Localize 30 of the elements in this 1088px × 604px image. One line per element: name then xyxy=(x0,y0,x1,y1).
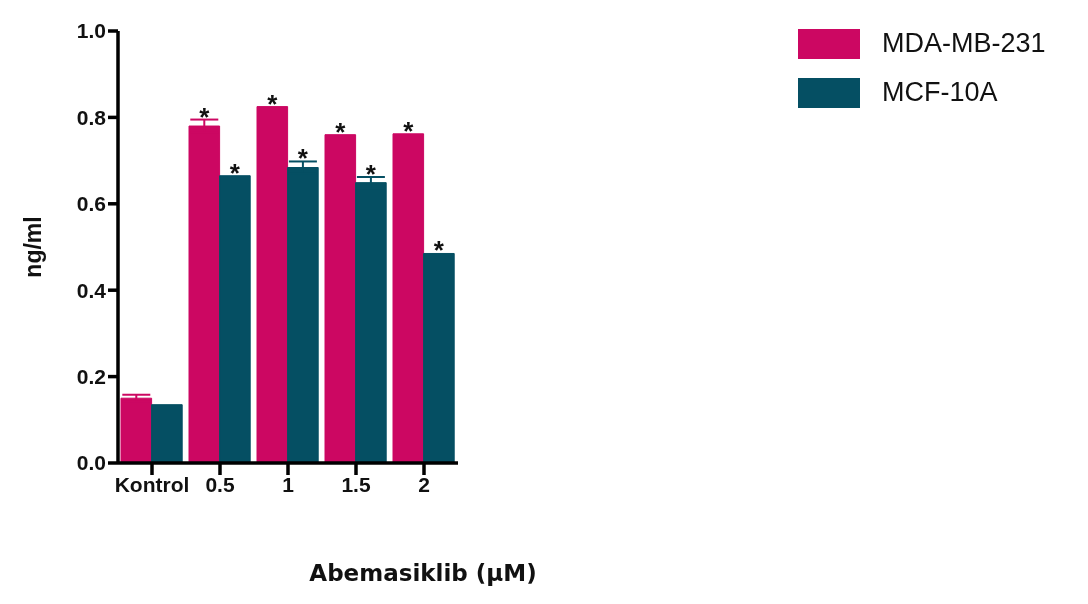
x-tick-label: 1.5 xyxy=(341,472,371,496)
x-tick-label: 0.5 xyxy=(205,472,235,496)
y-tick-label: 0.6 xyxy=(76,192,106,216)
bar xyxy=(423,252,455,463)
data-label: * xyxy=(403,115,415,146)
legend-label: MCF-10A xyxy=(882,77,998,108)
bar xyxy=(151,404,183,463)
y-tick-label: 0.8 xyxy=(76,105,107,129)
x-tick-label: 2 xyxy=(418,472,430,496)
data-label: * xyxy=(335,116,347,147)
y-tick-label: 0.2 xyxy=(76,365,106,389)
x-tick-label: Kontrol xyxy=(114,472,190,496)
y-tick-label: 1.0 xyxy=(76,19,106,43)
y-tick-label: 0.4 xyxy=(76,278,107,302)
x-axis-title: Abemasiklib (μM) xyxy=(308,560,538,586)
data-label: * xyxy=(433,235,445,266)
x-tick-label: 1 xyxy=(282,472,295,496)
data-label: * xyxy=(365,159,377,190)
bar xyxy=(256,106,289,463)
data-label: * xyxy=(297,143,309,174)
legend-label: MDA-MB-231 xyxy=(882,28,1046,59)
bar xyxy=(120,397,153,463)
data-label: * xyxy=(199,101,211,132)
y-axis-title: ng/ml xyxy=(20,216,47,278)
bar xyxy=(324,134,357,463)
data-label: * xyxy=(267,88,279,119)
bar xyxy=(219,175,251,463)
bar xyxy=(392,133,425,463)
data-label: * xyxy=(229,157,241,188)
y-tick-label: 0.0 xyxy=(76,451,106,475)
